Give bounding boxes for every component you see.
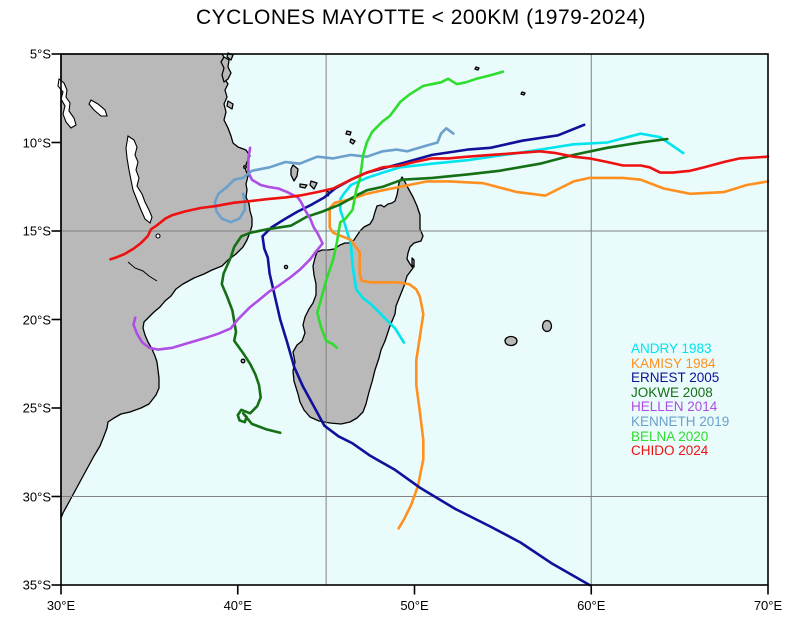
africa-landmass xyxy=(60,53,253,519)
lake-malawi xyxy=(125,135,153,224)
x-tick-label: 40°E xyxy=(223,598,252,613)
track-jokwe xyxy=(220,137,669,435)
track-kamisy xyxy=(328,176,770,530)
lakes-layer xyxy=(57,77,161,239)
mozambique-coastal-islet xyxy=(243,165,247,169)
legend-item: KENNETH 2019 xyxy=(631,413,730,429)
track-ernest xyxy=(261,123,591,587)
legend-item: HELLEN 2014 xyxy=(631,399,718,415)
legend-item: KAMISY 1984 xyxy=(631,355,716,371)
europa-island xyxy=(240,358,246,364)
y-tick-label: 30°S xyxy=(22,489,51,504)
y-tick-label: 35°S xyxy=(22,577,51,593)
aldabra-islands xyxy=(345,130,356,145)
reunion-island xyxy=(504,335,518,347)
y-tick-label: 10°S xyxy=(22,135,51,150)
mauritius-island xyxy=(541,319,553,333)
x-tick-label: 50°E xyxy=(400,598,429,613)
moheli-island xyxy=(299,183,308,189)
lake-tanganyika xyxy=(57,77,77,129)
track-hellen xyxy=(132,146,324,351)
track-kenneth xyxy=(213,127,455,224)
x-tick-label: 30°E xyxy=(46,598,76,613)
grande-comore-island xyxy=(290,164,299,182)
x-tick-label: 60°E xyxy=(577,598,606,613)
y-tick-label: 5°S xyxy=(29,46,51,62)
juan-de-nova-island xyxy=(283,264,289,270)
seychelles-outer-islands xyxy=(474,66,526,96)
sainte-marie-island xyxy=(411,257,415,268)
legend-item: ANDRY 1983 xyxy=(631,341,712,356)
y-tick-label: 25°S xyxy=(22,400,51,416)
y-tick-label: 15°S xyxy=(22,223,51,239)
y-tick-label: 20°S xyxy=(22,312,51,327)
legend: ANDRY 1983 KAMISY 1984 ERNEST 2005 JOKWE 20… xyxy=(631,341,730,459)
track-belna xyxy=(315,70,505,350)
track-andry xyxy=(338,132,685,344)
cyclone-tracks xyxy=(109,70,770,587)
track-chido xyxy=(109,150,770,261)
legend-item: JOKWE 2008 xyxy=(631,384,713,400)
legend-item: BELNA 2020 xyxy=(631,428,709,444)
anjouan-island xyxy=(309,180,318,190)
x-tick-label: 70°E xyxy=(753,598,783,613)
legend-item: CHIDO 2024 xyxy=(631,443,709,459)
axis-ticks xyxy=(51,53,769,595)
lake-chilwa xyxy=(155,233,161,239)
mafia-island xyxy=(226,100,234,110)
zanzibar-island xyxy=(220,56,232,83)
zambezi-river xyxy=(127,261,158,282)
madagascar-landmass xyxy=(292,176,424,425)
chart-title: CYCLONES MAYOTTE < 200KM (1979-2024) xyxy=(195,6,647,29)
lake-rukwa xyxy=(88,99,108,117)
legend-item: ERNEST 2005 xyxy=(631,370,720,386)
